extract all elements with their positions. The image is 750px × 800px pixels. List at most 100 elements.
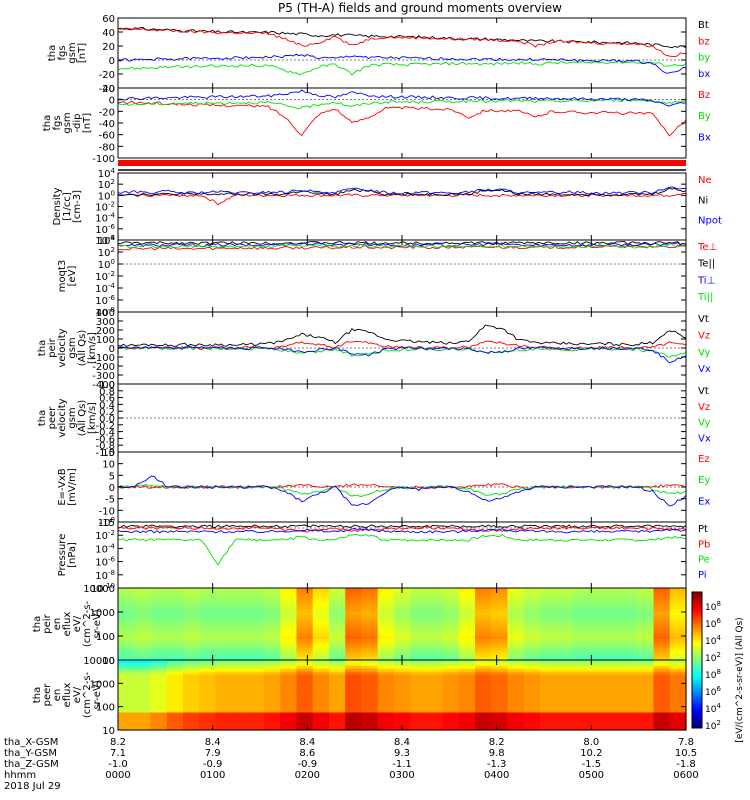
legend-label: Ti|| [697,292,713,303]
spectrogram-cell [215,636,233,640]
spectrogram-cell [604,642,622,646]
spectrogram-cell [442,600,460,604]
spectrogram-cell [215,591,233,595]
spectrogram-cell [264,636,281,640]
spectrogram-cell [377,648,395,652]
spectrogram-cell [621,609,638,613]
spectrogram-cell [134,727,152,731]
spectrogram-cell [150,651,168,655]
spectrogram-cell [604,603,622,607]
spectrogram-cell [539,671,557,676]
spectrogram-cell [669,724,687,728]
spectrogram-cell [507,671,525,676]
spectrogram-cell [328,703,346,708]
spectrogram-cell [150,677,168,682]
spectrogram-cell [312,588,330,592]
spectrogram-cell [150,657,168,661]
spectrogram-cell [264,609,281,613]
spectrogram-cell [669,660,687,664]
spectrogram-cell [393,636,411,640]
spectrogram-cell [166,674,184,679]
spectrogram-cell [442,621,460,625]
spectrogram-cell [393,615,411,619]
spectrogram-cell [166,709,184,714]
spectrogram-cell [621,606,638,610]
spectrogram-cell [182,630,200,634]
spectrogram-cell [182,624,200,628]
spectrogram-cell [604,677,622,682]
spectrogram-cell [637,706,655,711]
spectrogram-cell [328,689,346,693]
legend-label: Te⊥ [697,242,717,253]
spectrogram-cell [410,706,427,711]
x-axis-value: 9.8 [489,748,505,759]
spectrogram-cell [328,724,346,728]
spectrogram-cell [507,612,525,616]
colorbar-swatch [692,721,702,724]
spectrogram-cell [199,700,216,705]
spectrogram-cell [231,630,249,634]
spectrogram-cell [410,606,427,610]
spectrogram-cell [523,692,541,696]
spectrogram-cell [166,671,184,676]
spectrogram-cell [475,665,492,670]
spectrogram-cell [247,677,265,682]
spectrogram-cell [669,597,687,601]
spectrogram-cell [572,689,590,693]
spectrogram-cell [215,686,233,690]
spectrogram-cell [653,627,671,631]
spectrogram-cell [669,630,687,634]
spectrogram-cell [539,621,557,625]
series-line-Te⊥ [117,244,687,251]
spectrogram-cell [199,597,216,601]
spectrogram-cell [134,703,152,708]
spectrogram-cell [426,662,444,667]
spectrogram-cell [637,654,655,658]
spectrogram-cell [572,665,590,670]
y-tick-label: 100 [96,335,115,346]
spectrogram-cell [280,624,298,628]
spectrogram-cell [475,657,492,661]
spectrogram-cell [556,697,573,702]
spectrogram-cell [393,594,411,598]
spectrogram-cell [377,633,395,637]
spectrogram-cell [134,618,152,622]
y-axis-title-line: sr-eV) [92,609,103,638]
spectrogram-cell [118,692,135,696]
spectrogram-cell [296,671,314,676]
spectrogram-cell [507,665,525,670]
spectrogram-cell [539,603,557,607]
spectrogram-cell [621,689,638,693]
spectrogram-cell [393,648,411,652]
legend-label: Ti⊥ [697,275,715,286]
spectrogram-cell [572,677,590,682]
spectrogram-cell [264,657,281,661]
spectrogram-cell [166,627,184,631]
spectrogram-cell [182,588,200,592]
spectrogram-cell [523,627,541,631]
spectrogram-cell [588,660,606,664]
y-tick-label: 10-6 [95,556,115,569]
spectrogram-cell [475,624,492,628]
spectrogram-cell [475,636,492,640]
spectrogram-cell [166,651,184,655]
spectrogram-cell [150,721,168,725]
spectrogram-cell [556,689,573,693]
spectrogram-cell [458,686,476,690]
spectrogram-cell [182,621,200,625]
spectrogram-cell [199,674,216,679]
spectrogram-cell [215,671,233,676]
spectrogram-cell [328,651,346,655]
spectrogram-cell [182,671,200,676]
spectrogram-cell [296,633,314,637]
spectrogram-cell [247,597,265,601]
spectrogram-cell [393,651,411,655]
spectrogram-cell [134,597,152,601]
spectrogram-cell [491,633,509,637]
spectrogram-cell [442,606,460,610]
spectrogram-cell [442,706,460,711]
spectrogram-cell [199,718,216,722]
spectrogram-cell [426,665,444,670]
spectrogram-cell [280,621,298,625]
spectrogram-cell [621,674,638,679]
